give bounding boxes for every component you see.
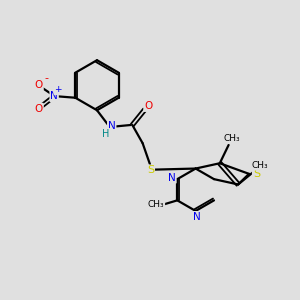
Text: N: N bbox=[193, 212, 201, 222]
Text: N: N bbox=[50, 91, 58, 101]
Text: O: O bbox=[35, 103, 43, 114]
Text: S: S bbox=[147, 165, 154, 175]
Text: CH₃: CH₃ bbox=[223, 134, 240, 143]
Text: H: H bbox=[102, 129, 110, 139]
Text: CH₃: CH₃ bbox=[252, 161, 268, 170]
Text: O: O bbox=[144, 101, 152, 111]
Text: N: N bbox=[168, 173, 176, 183]
Text: -: - bbox=[44, 73, 48, 83]
Text: N: N bbox=[108, 122, 116, 131]
Text: O: O bbox=[35, 80, 43, 90]
Text: +: + bbox=[54, 85, 62, 94]
Text: S: S bbox=[253, 169, 260, 179]
Text: CH₃: CH₃ bbox=[148, 200, 164, 209]
